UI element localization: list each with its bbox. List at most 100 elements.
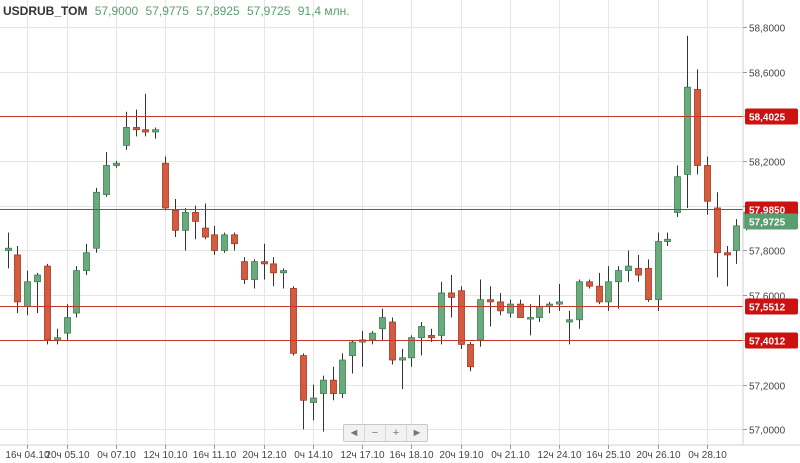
time-tick-label: 0ч 21.10 [491,450,530,461]
candle-body [44,265,51,341]
candle-body [359,339,366,343]
candle [527,304,534,336]
volume-value: 91,4 млн. [297,4,350,18]
last-price-label: 57,9725 [749,218,786,229]
candle-body [586,281,593,287]
candle [251,259,258,289]
candle-body [349,341,356,356]
candle [576,279,583,329]
candle-body [330,379,337,394]
candle [674,165,681,217]
candle [152,127,159,139]
candle [399,348,406,390]
zoom-out-button[interactable]: − [365,425,386,441]
candle-body [477,299,484,341]
candle-body [527,317,534,320]
time-tick-label: 12ч 24.10 [537,450,582,461]
candle-body [320,379,327,394]
candle-body [251,261,258,280]
candle [586,279,593,289]
price-tags: 58,4025 57,9850 57,5512 57,4012 57,9725 [745,108,798,349]
level-price-label: 58,4025 [749,113,786,124]
candle [300,353,307,430]
candle [142,93,149,137]
symbol-name: USDRUB_TOM [3,4,88,18]
candle [615,266,622,309]
candle-body [733,225,740,251]
candle [467,342,474,372]
candle-body [389,321,396,361]
candle-body [300,355,307,401]
chart-navigator: ◄ − + ► [343,424,428,442]
candle-body [448,292,455,298]
candle-body [674,176,681,213]
chart-grid [0,0,743,445]
candle [280,268,287,289]
time-tick-label: 20ч 12.10 [242,450,287,461]
time-tick-label: 16ч 18.10 [389,450,434,461]
low-value: 57,8925 [196,4,240,18]
candle-body [694,89,701,166]
candle-body [241,261,248,280]
level-price-label: 57,4012 [749,337,786,348]
candle [655,232,662,311]
candle-body [192,212,199,222]
candle-body [566,319,573,323]
candle [349,339,356,374]
candle-body [596,285,603,303]
candle [566,310,573,345]
price-tick-label: 57,6000 [749,292,786,303]
time-tick-label: 16ч 25.10 [586,450,631,461]
candle [133,109,140,137]
candle [182,207,189,251]
candle [162,156,169,211]
candle [330,366,337,401]
candle-body [635,267,642,276]
candle [625,250,632,282]
candle-body [202,227,209,238]
candle-body [684,86,691,175]
candle [418,322,425,356]
candle [44,263,51,345]
candle-body [211,234,218,251]
time-tick-label: 0ч 07.10 [97,450,136,461]
candle [369,330,376,345]
candle-body [536,305,543,318]
candle [704,156,711,215]
candle-body [714,207,721,254]
candle-body [408,337,415,359]
candle [645,259,652,302]
candle [172,199,179,238]
candle-body [142,129,149,133]
zoom-in-button[interactable]: + [386,425,407,441]
time-tick-label: 16ч 11.10 [193,450,237,461]
time-tick-label: 12ч 17.10 [340,450,385,461]
candle [635,254,642,282]
level-price-tag [745,108,798,125]
candle-body [625,265,632,271]
candle-body [14,254,21,303]
scroll-right-button[interactable]: ► [411,427,423,439]
candle-body [24,281,31,307]
candle-body [487,299,494,303]
candle [379,308,386,340]
price-tick-label: 57,0000 [749,426,786,437]
candle [261,243,268,280]
candle-body [231,234,238,245]
candle-body [399,357,406,361]
candle-body [605,281,612,303]
candle-body [290,288,297,354]
candle-body [379,317,386,330]
candle [5,232,12,269]
candle [270,257,277,287]
candle [54,328,61,345]
candle [93,187,100,253]
candle-body [64,317,71,334]
chart-header: USDRUB_TOM 57,9000 57,9775 57,8925 57,97… [3,4,354,18]
scroll-left-button[interactable]: ◄ [344,425,365,441]
candles-layer [5,35,750,432]
candle [507,299,514,318]
